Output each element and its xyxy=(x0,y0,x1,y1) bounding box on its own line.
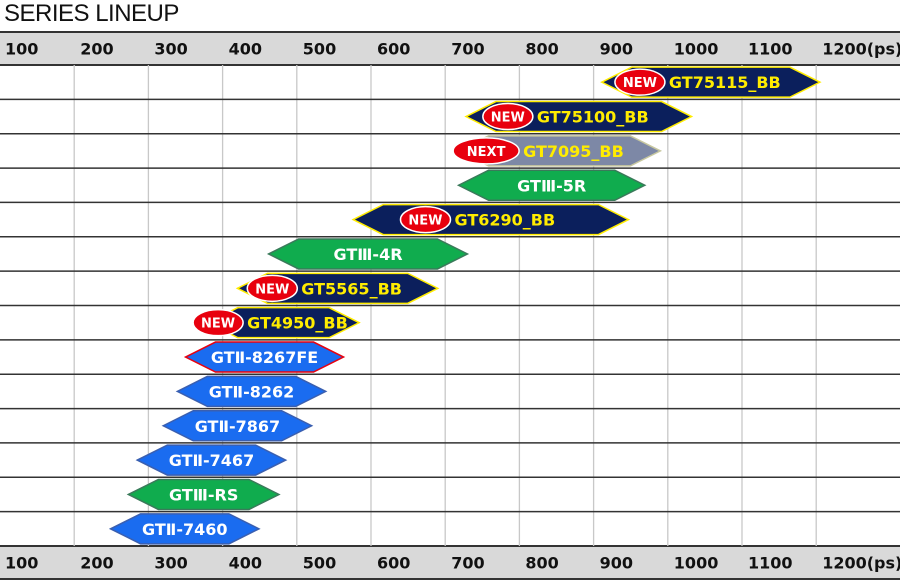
x-tick-label: 700 xyxy=(451,554,484,573)
badge-new xyxy=(192,308,244,337)
series-hexagon xyxy=(175,375,328,408)
series-hexagon xyxy=(135,444,288,476)
badge-new xyxy=(246,274,299,303)
series-bar: GT75100_BB NEW xyxy=(464,100,694,133)
badge-new xyxy=(399,205,452,234)
series-bar: GTⅢ-RS xyxy=(126,478,281,511)
series-label: GT4950_BB xyxy=(247,314,348,333)
x-tick-label: 1000 xyxy=(674,554,719,573)
x-tick-label: 500 xyxy=(303,40,336,59)
series-label: GTⅡ-7867 xyxy=(195,417,280,436)
series-label: GTⅢ-5R xyxy=(517,176,586,195)
x-tick-label: 200 xyxy=(80,554,113,573)
series-label: GTⅡ-8267FE xyxy=(211,348,318,367)
series-label: GT6290_BB xyxy=(454,211,555,230)
x-tick-label: 300 xyxy=(154,554,187,573)
series-label: GT7095_BB xyxy=(523,142,624,161)
series-hexagon xyxy=(183,341,346,373)
series-bar: GT7095_BB NEXT xyxy=(452,135,663,167)
series-bar: GTⅡ-7867 xyxy=(161,410,314,442)
series-hexagon xyxy=(266,238,470,270)
x-tick-label: 300 xyxy=(154,40,187,59)
x-tick-label: 500 xyxy=(303,554,336,573)
series-bar: GTⅡ-7467 xyxy=(135,444,288,476)
series-label: GTⅡ-7460 xyxy=(142,520,227,539)
x-tick-label: 600 xyxy=(377,554,410,573)
top-axis-band xyxy=(0,32,900,65)
x-tick-label: 800 xyxy=(525,40,558,59)
x-tick-label: 1100 xyxy=(748,554,793,573)
series-bar: GT5565_BB NEW xyxy=(235,272,440,305)
badge-label: NEW xyxy=(408,214,442,229)
x-tick-label: 600 xyxy=(377,40,410,59)
series-bar: GT6290_BB NEW xyxy=(351,203,631,236)
series-label: GTⅢ-4R xyxy=(334,245,403,264)
badge-new xyxy=(614,68,666,96)
x-tick-label: 800 xyxy=(525,554,558,573)
series-label: GT75100_BB xyxy=(537,108,649,127)
x-tick-label: 700 xyxy=(451,40,484,59)
series-bar: GTⅢ-5R xyxy=(456,169,647,201)
badge-label: NEW xyxy=(623,76,657,91)
badge-next xyxy=(452,137,520,165)
series-label: GTⅡ-7467 xyxy=(169,451,254,470)
x-tick-label: 200 xyxy=(80,40,113,59)
x-tick-label: 1200(ps) xyxy=(822,554,900,573)
series-bar: GTⅢ-4R xyxy=(266,238,470,270)
series-label: GTⅢ-RS xyxy=(169,485,238,504)
badge-label: NEW xyxy=(201,317,235,332)
series-hexagon xyxy=(206,306,361,339)
x-tick-label: 900 xyxy=(600,40,633,59)
x-tick-label: 1000 xyxy=(674,40,719,59)
badge-label: NEW xyxy=(491,111,525,126)
badge-label: NEXT xyxy=(467,145,506,160)
series-hexagon xyxy=(161,410,314,442)
series-bar: GTⅡ-7460 xyxy=(108,513,261,545)
series-bar: GT4950_BB NEW xyxy=(192,306,361,339)
series-bar: GTⅡ-8267FE xyxy=(183,341,346,373)
series-bar: GT75115_BB NEW xyxy=(600,66,822,98)
series-label: GT5565_BB xyxy=(301,279,402,298)
series-hexagon xyxy=(126,478,281,511)
x-tick-label: 100 xyxy=(5,40,38,59)
chart-title: SERIES LINEUP xyxy=(4,0,179,27)
x-tick-label: 1100 xyxy=(748,40,793,59)
series-bar: GTⅡ-8262 xyxy=(175,375,328,408)
x-tick-label: 1200(ps) xyxy=(822,40,900,59)
series-hexagon xyxy=(456,169,647,201)
series-label: GTⅡ-8262 xyxy=(209,382,294,401)
badge-label: NEW xyxy=(255,282,289,297)
bottom-axis-band xyxy=(0,546,900,579)
x-tick-label: 900 xyxy=(600,554,633,573)
x-tick-label: 400 xyxy=(229,40,262,59)
badge-new xyxy=(482,102,534,131)
x-tick-label: 400 xyxy=(229,554,262,573)
x-tick-label: 100 xyxy=(5,554,38,573)
series-label: GT75115_BB xyxy=(669,73,781,92)
series-hexagon xyxy=(108,513,261,545)
